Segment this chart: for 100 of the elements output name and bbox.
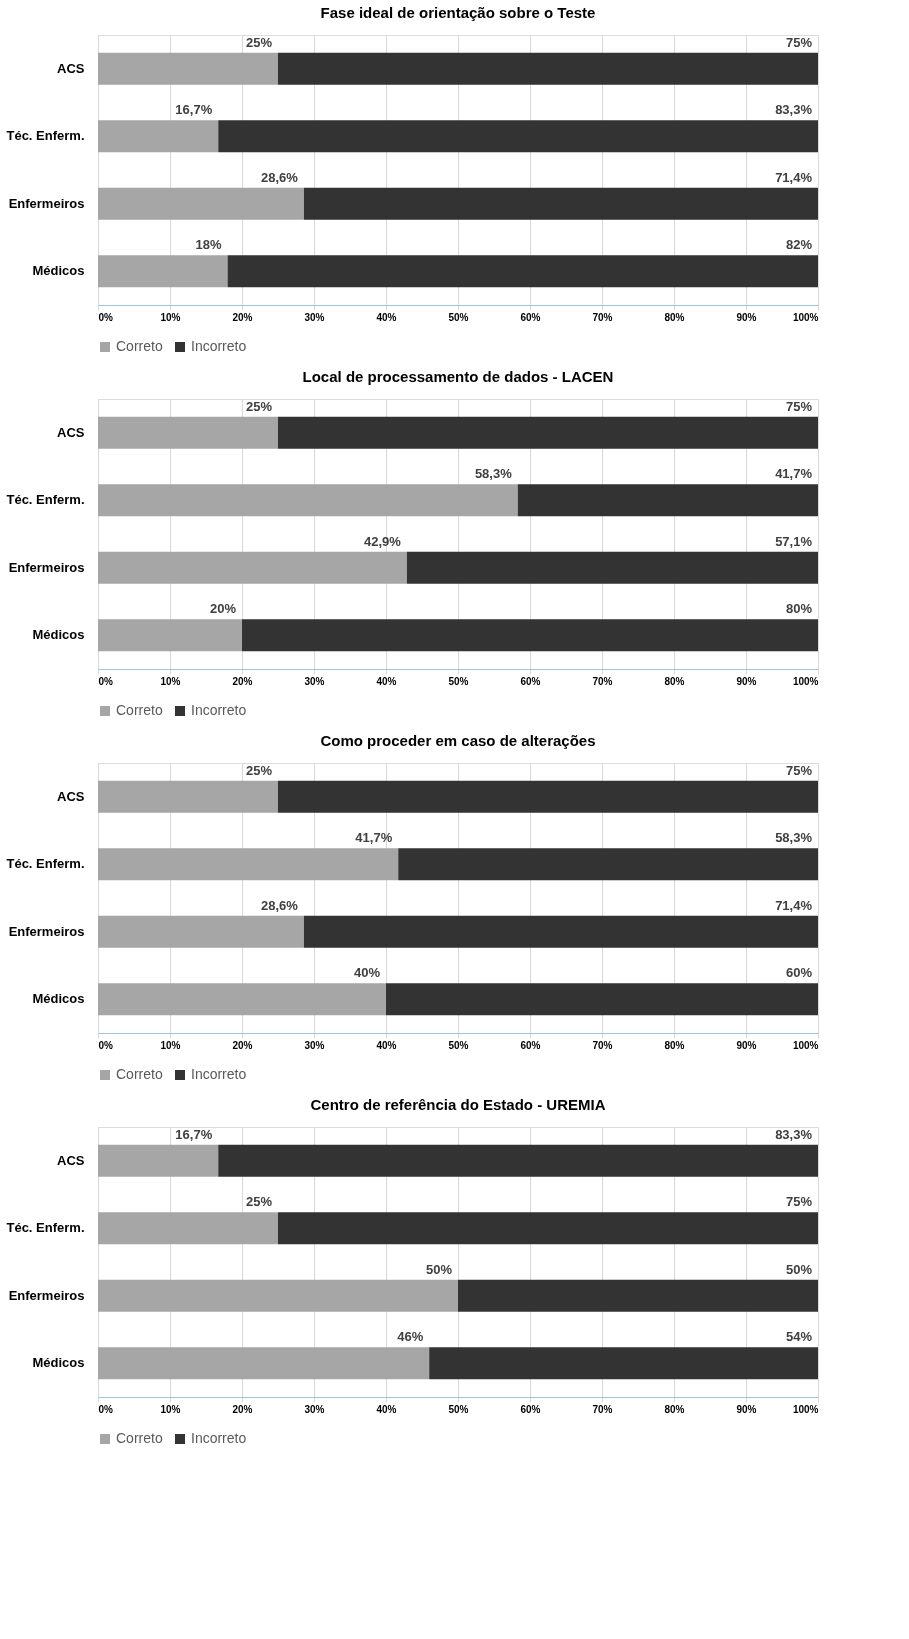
data-label: 75%: [785, 34, 813, 50]
bar: [242, 619, 818, 652]
data-label: 57,1%: [775, 533, 813, 549]
data-label: 16,7%: [175, 1126, 213, 1142]
data-label: 18%: [195, 237, 223, 253]
x-tick-label: 20%: [232, 311, 253, 323]
chart-title: Local de processamento de dados - LACEN: [302, 368, 614, 385]
y-tick-label: ACS: [57, 60, 85, 76]
bar: [98, 484, 518, 517]
data-label: 82%: [785, 237, 813, 253]
y-tick-label: Enfermeiros: [8, 1287, 85, 1303]
x-tick-label: 90%: [736, 1039, 757, 1051]
data-label: 28,6%: [261, 897, 299, 913]
bar: [406, 551, 818, 584]
x-tick-label: 20%: [232, 675, 253, 687]
bar: [98, 983, 386, 1016]
x-tick-label: 80%: [664, 1039, 685, 1051]
x-tick-label: 0%: [98, 675, 114, 687]
legend-label: Correto: [116, 1066, 163, 1082]
x-tick-label: 70%: [592, 1039, 613, 1051]
x-tick-label: 20%: [232, 1039, 253, 1051]
data-label: 58,3%: [474, 466, 513, 482]
bar: [278, 1212, 818, 1245]
y-tick-label: Téc. Enferm.: [6, 856, 85, 872]
x-tick-label: 60%: [520, 1039, 541, 1051]
x-tick-label: 40%: [376, 1403, 397, 1415]
y-tick-label: Téc. Enferm.: [6, 492, 85, 508]
y-tick-label: Téc. Enferm.: [6, 128, 85, 144]
bar: [98, 1347, 430, 1380]
bar: [218, 1144, 818, 1177]
data-label: 83,3%: [775, 1126, 813, 1142]
data-label: 41,7%: [355, 830, 393, 846]
bar: [98, 1279, 458, 1312]
bar: [227, 255, 818, 288]
x-tick-label: 70%: [592, 311, 613, 323]
data-label: 58,3%: [775, 830, 813, 846]
legend-label: Incorreto: [191, 1066, 247, 1082]
bar: [98, 619, 242, 652]
x-tick-label: 60%: [520, 311, 541, 323]
y-tick-label: Médicos: [32, 991, 85, 1007]
y-tick-label: ACS: [57, 788, 85, 804]
legend-label: Correto: [116, 1430, 163, 1446]
x-tick-label: 90%: [736, 1403, 757, 1415]
bar: [98, 1144, 219, 1177]
x-tick-label: 50%: [448, 675, 469, 687]
legend-label: Incorreto: [191, 338, 247, 354]
data-label: 71,4%: [775, 169, 813, 185]
x-tick-label: 10%: [160, 675, 181, 687]
y-tick-label: ACS: [57, 424, 85, 440]
x-tick-label: 0%: [98, 1039, 114, 1051]
chart-title: Centro de referência do Estado - UREMIA: [310, 1096, 606, 1113]
bar: [98, 848, 399, 881]
data-label: 50%: [425, 1261, 453, 1277]
x-tick-label: 50%: [448, 311, 469, 323]
x-tick-label: 80%: [664, 1403, 685, 1415]
x-tick-label: 90%: [736, 675, 757, 687]
x-tick-label: 30%: [304, 675, 325, 687]
x-tick-label: 70%: [592, 1403, 613, 1415]
legend-label: Incorreto: [191, 1430, 247, 1446]
data-label: 25%: [245, 762, 273, 778]
x-tick-label: 10%: [160, 1039, 181, 1051]
bar: [218, 120, 818, 153]
x-tick-label: 50%: [448, 1403, 469, 1415]
y-tick-label: Enfermeiros: [8, 923, 85, 939]
data-label: 20%: [209, 601, 237, 617]
chart-title: Fase ideal de orientação sobre o Teste: [320, 4, 596, 21]
x-tick-label: 10%: [160, 311, 181, 323]
x-tick-label: 30%: [304, 1039, 325, 1051]
x-tick-label: 0%: [98, 1403, 114, 1415]
data-label: 40%: [353, 965, 381, 981]
bar: [98, 915, 304, 948]
legend-label: Correto: [116, 702, 163, 718]
data-label: 60%: [785, 965, 813, 981]
bar: [98, 551, 407, 584]
x-tick-label: 20%: [232, 1403, 253, 1415]
bar: [458, 1279, 818, 1312]
x-tick-label: 60%: [520, 675, 541, 687]
data-label: 28,6%: [261, 169, 299, 185]
x-tick-label: 100%: [792, 675, 819, 687]
x-tick-label: 0%: [98, 311, 114, 323]
x-tick-label: 80%: [664, 311, 685, 323]
bar: [278, 416, 818, 449]
bar: [98, 120, 219, 153]
x-tick-label: 60%: [520, 1403, 541, 1415]
x-tick-label: 10%: [160, 1403, 181, 1415]
bar: [98, 52, 278, 85]
x-tick-label: 70%: [592, 675, 613, 687]
data-label: 50%: [785, 1261, 813, 1277]
bar: [386, 983, 818, 1016]
bar: [278, 780, 818, 813]
x-tick-label: 100%: [792, 1039, 819, 1051]
bar: [98, 416, 278, 449]
x-tick-label: 90%: [736, 311, 757, 323]
x-tick-label: 30%: [304, 311, 325, 323]
chart-title: Como proceder em caso de alterações: [320, 732, 596, 749]
data-label: 42,9%: [364, 533, 402, 549]
y-tick-label: Médicos: [32, 627, 85, 643]
bar: [398, 848, 818, 881]
data-label: 80%: [785, 601, 813, 617]
bar: [98, 255, 228, 288]
